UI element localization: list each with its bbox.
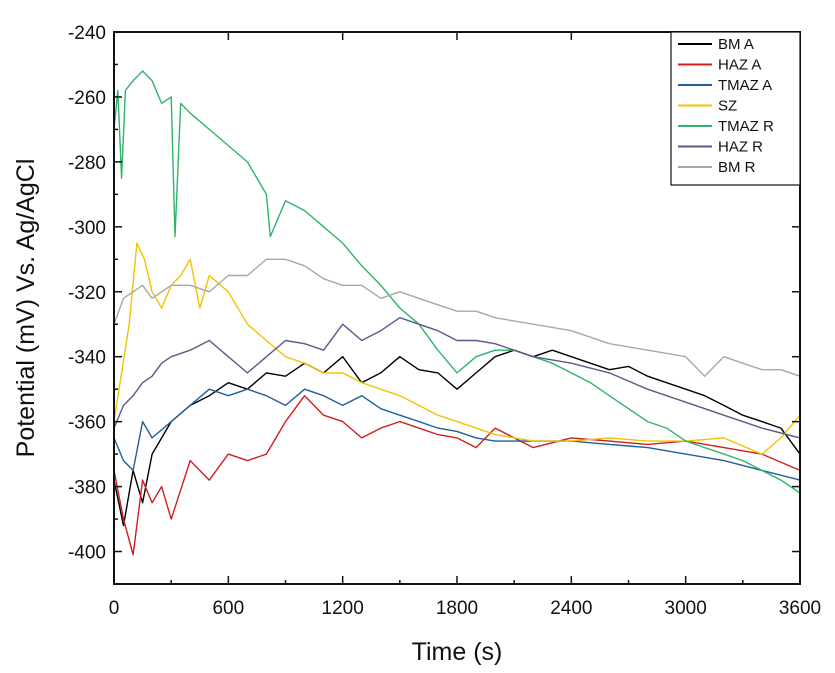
- series-line-tmaz-a: [113, 388, 801, 481]
- legend-label: TMAZ R: [718, 118, 774, 135]
- y-tick-label: -340: [68, 348, 106, 369]
- legend-label: TMAZ A: [718, 77, 772, 94]
- x-tick-label: 1200: [322, 598, 364, 619]
- series-line-bm-r: [113, 258, 801, 377]
- legend: BM A HAZ A TMAZ A SZ TMAZ R HAZ R BM R: [670, 31, 801, 186]
- y-tick-labels: -400 -380 -360 -340 -320 -300 -280 -260 -240: [68, 23, 106, 564]
- legend-items: BM A HAZ A TMAZ A SZ TMAZ R HAZ R BM R: [678, 36, 774, 176]
- y-axis-label: Potential (mV) Vs. Ag/AgCl: [12, 159, 40, 458]
- x-axis-label: Time (s): [412, 638, 503, 666]
- legend-label: HAZ R: [718, 139, 763, 156]
- legend-label: BM A: [718, 36, 754, 53]
- y-tick-label: -360: [68, 413, 106, 434]
- series-layer: [113, 70, 801, 556]
- legend-box: [670, 31, 801, 186]
- x-tick-label: 2400: [550, 598, 592, 619]
- series-line-tmaz-r: [113, 70, 801, 494]
- x-tick-label: 3000: [665, 598, 707, 619]
- x-tick-label: 600: [212, 598, 244, 619]
- x-tick-label: 0: [109, 598, 120, 619]
- y-tick-label: -300: [68, 218, 106, 239]
- y-tick-label: -240: [68, 23, 106, 44]
- y-tick-label: -280: [68, 153, 106, 174]
- plot-frame: [113, 31, 801, 585]
- y-tick-label: -260: [68, 88, 106, 109]
- legend-label: HAZ A: [718, 57, 761, 74]
- x-tick-labels: 0 600 1200 1800 2400 3000 3600: [109, 598, 821, 619]
- y-tick-label: -400: [68, 543, 106, 564]
- series-line-sz: [113, 242, 801, 455]
- series-line-bm-a: [113, 349, 801, 527]
- y-tick-label: -320: [68, 283, 106, 304]
- y-tick-label: -380: [68, 478, 106, 499]
- legend-label: BM R: [718, 159, 756, 176]
- x-tick-label: 3600: [779, 598, 821, 619]
- series-line-haz-a: [113, 395, 801, 556]
- legend-label: SZ: [718, 98, 737, 115]
- series-line-haz-r: [113, 317, 801, 439]
- x-tick-label: 1800: [436, 598, 478, 619]
